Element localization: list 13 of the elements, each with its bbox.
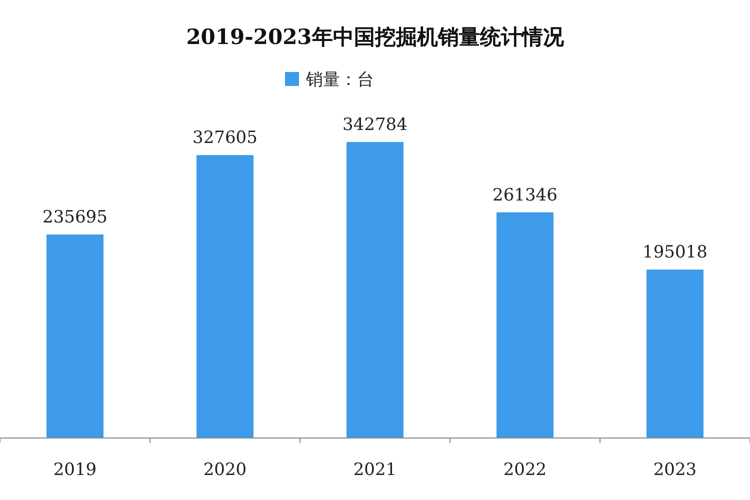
data-label: 327605 [192, 128, 258, 148]
legend: 销量：台 [285, 70, 374, 90]
x-tick-label: 2020 [203, 460, 247, 480]
chart-title: 2019-2023年中国挖掘机销量统计情况 [186, 24, 565, 49]
data-label: 261346 [492, 185, 558, 206]
x-tick-label: 2021 [353, 460, 397, 480]
x-tick-label: 2019 [53, 460, 97, 480]
data-label: 235695 [42, 207, 108, 228]
legend-label: 销量：台 [305, 70, 374, 90]
data-label: 342784 [342, 115, 408, 135]
x-tick-label: 2023 [653, 460, 697, 480]
x-tick-label: 2022 [503, 460, 547, 480]
data-label: 195018 [642, 242, 708, 263]
